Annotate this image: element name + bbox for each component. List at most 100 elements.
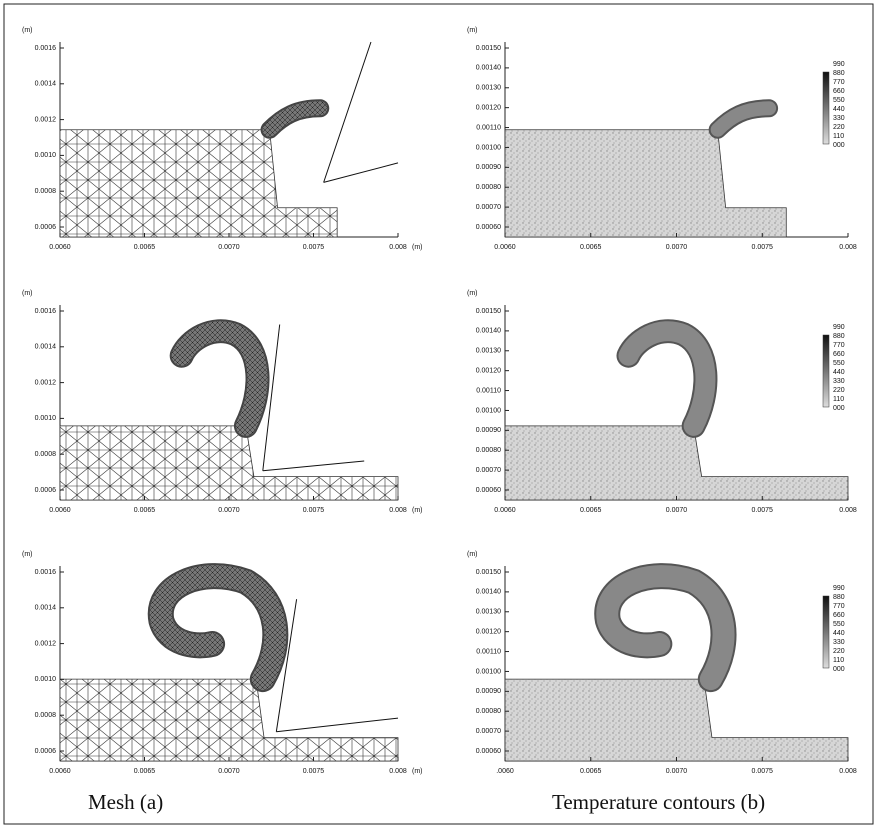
x-tick-label: 0.0060 [494,507,516,514]
x-tick-label: 0.0075 [752,507,774,514]
y-tick-label: 0.0012 [35,640,57,647]
y-tick-label: 0.0010 [35,415,57,422]
x-tick-label: 0.008 [839,768,857,775]
x-tick-label: 0.0065 [134,507,156,514]
legend-label: 000 [833,142,845,149]
y-tick-label: 0.00130 [476,348,501,355]
y-tick-label: 0.0014 [35,344,57,351]
x-tick-label: 0.0070 [666,244,688,251]
workpiece [505,130,786,237]
legend-label: 440 [833,106,845,113]
x-unit: (m) [412,507,423,514]
y-tick-label: 0.00150 [476,569,501,576]
x-tick-label: 0.008 [389,507,407,514]
y-tick-label: 0.0010 [35,152,57,159]
x-tick-label: 0.0070 [666,507,688,514]
chip-inner [718,108,769,129]
tool-edge [276,718,398,732]
x-tick-label: 0.0075 [303,244,325,251]
legend-label: 000 [833,405,845,412]
y-tick-label: 0.00100 [476,407,501,414]
x-tick-label: 0.008 [389,244,407,251]
legend-label: 220 [833,648,845,655]
tool-edge [263,461,364,471]
x-tick-label: 0.0070 [218,768,240,775]
workpiece [505,679,848,761]
legend-label: 550 [833,97,845,104]
y-tick-label: 0.0014 [35,81,57,88]
y-tick-label: 0.0012 [35,116,57,123]
legend-label: 990 [833,324,845,331]
x-tick-label: 0.0065 [580,507,602,514]
x-tick-label: 0.0075 [752,768,774,775]
legend-label: 660 [833,612,845,619]
y-tick-label: 0.00140 [476,65,501,72]
y-unit: (m) [467,551,478,558]
y-tick-label: 0.00140 [476,328,501,335]
legend-label: 330 [833,115,845,122]
y-tick-label: 0.0006 [35,748,57,755]
y-unit: (m) [22,290,33,297]
y-tick-label: 0.00060 [476,748,501,755]
x-tick-label: 0.0060 [494,244,516,251]
y-tick-label: 0.00140 [476,589,501,596]
color-scale [823,335,829,407]
figure: Mesh (a) Temperature contours (b) (m)0.0… [0,0,877,828]
x-tick-label: 0.008 [839,507,857,514]
legend-label: 110 [833,133,844,140]
legend-label: 990 [833,585,845,592]
y-tick-label: 0.00070 [476,728,501,735]
x-tick-label: 0.008 [839,244,857,251]
legend-label: 330 [833,639,845,646]
x-tick-label: 0.0070 [666,768,688,775]
y-tick-label: 0.0006 [35,224,57,231]
y-tick-label: 0.0016 [35,308,57,315]
legend-label: 990 [833,61,845,68]
color-scale [823,596,829,668]
tool-edge [324,42,371,182]
y-tick-label: 0.0010 [35,676,57,683]
y-tick-label: 0.0012 [35,379,57,386]
y-unit: (m) [467,290,478,297]
x-tick-label: 0.0065 [134,768,156,775]
y-tick-label: 0.00090 [476,688,501,695]
y-tick-label: 0.0014 [35,605,57,612]
y-tick-label: 0.00070 [476,467,501,474]
y-tick-label: 0.00060 [476,487,501,494]
legend-label: 220 [833,124,845,131]
y-tick-label: 0.00120 [476,368,501,375]
workpiece [60,679,398,761]
legend-label: 110 [833,657,844,664]
caption: Mesh (a) [88,790,163,814]
x-tick-label: 0.0060 [49,244,71,251]
x-tick-label: .0060 [496,768,514,775]
color-scale [823,72,829,144]
legend-label: 550 [833,360,845,367]
legend-label: 660 [833,351,845,358]
legend-label: 220 [833,387,845,394]
x-tick-label: 0.008 [389,768,407,775]
legend-label: 770 [833,342,845,349]
workpiece [505,426,848,500]
x-tick-label: 0.0070 [218,507,240,514]
legend-label: 880 [833,594,845,601]
y-tick-label: 0.00120 [476,629,501,636]
y-tick-label: 0.00110 [476,387,501,394]
legend-label: 770 [833,603,845,610]
y-tick-label: 0.00070 [476,204,501,211]
y-tick-label: 0.00130 [476,85,501,92]
y-unit: (m) [22,27,33,34]
x-unit: (m) [412,244,423,251]
y-tick-label: 0.00120 [476,105,501,112]
y-tick-label: 0.00080 [476,184,501,191]
y-unit: (m) [22,551,33,558]
y-tick-label: 0.00080 [476,708,501,715]
legend-label: 330 [833,378,845,385]
y-tick-label: 0.00080 [476,447,501,454]
x-tick-label: 0.0070 [218,244,240,251]
chip-inner [270,108,321,129]
y-tick-label: 0.0008 [35,451,57,458]
y-tick-label: 0.0006 [35,487,57,494]
y-tick-label: 0.00150 [476,45,501,52]
x-tick-label: 0.0075 [303,768,325,775]
